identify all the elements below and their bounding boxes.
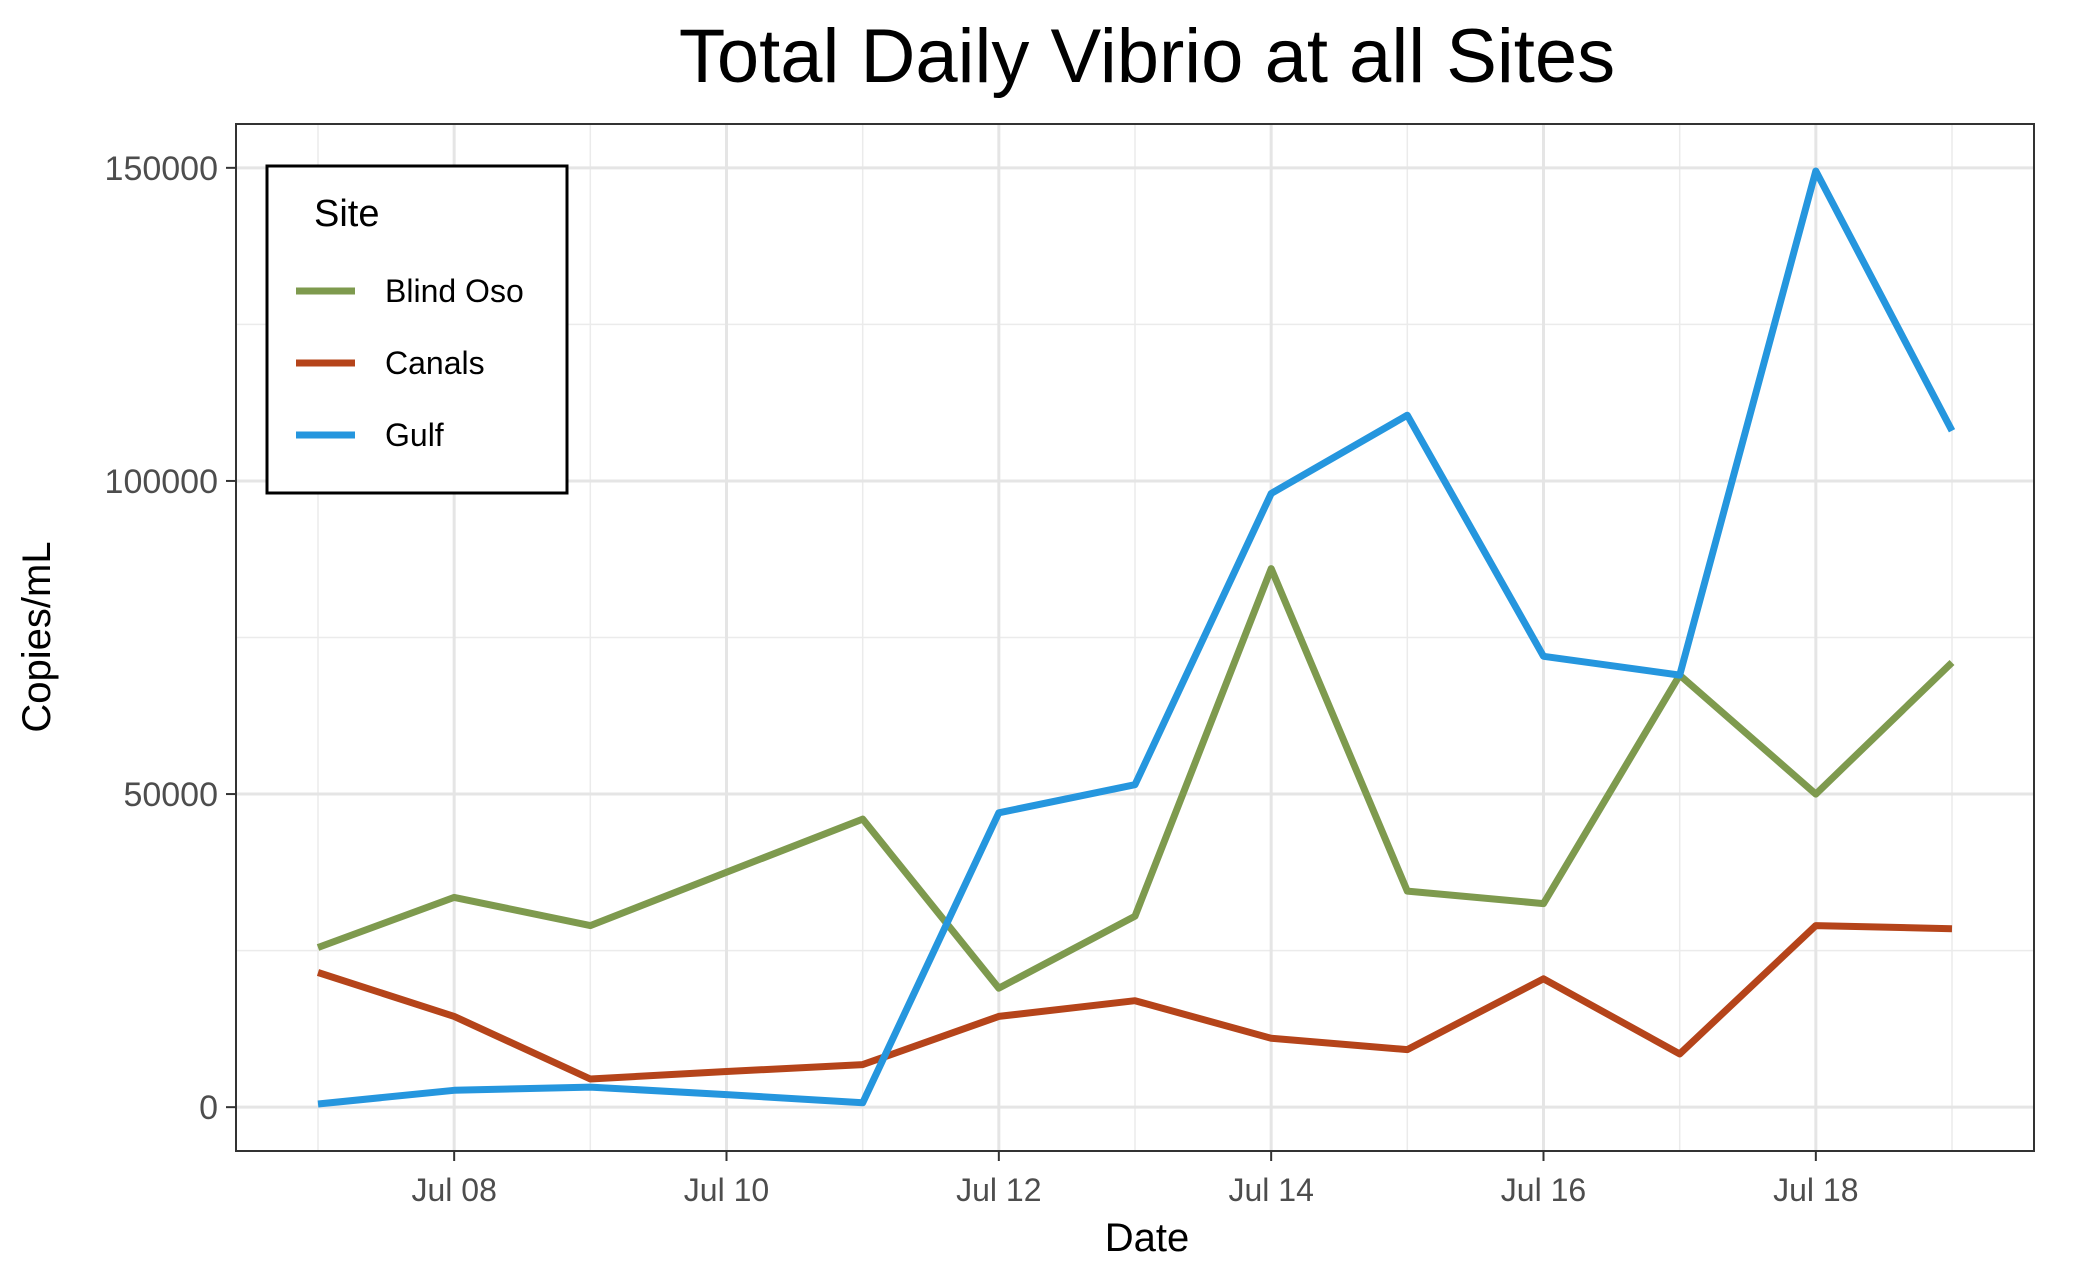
y-tick-label: 0 <box>199 1089 218 1127</box>
legend: Site Blind Oso Canals Gulf <box>265 164 569 495</box>
legend-label: Canals <box>385 345 485 381</box>
grid-lines <box>236 124 2034 1151</box>
x-tick-label: Jul 10 <box>684 1172 769 1208</box>
y-tick-label: 150000 <box>105 150 218 188</box>
plot-border <box>235 123 2035 1152</box>
series-line-gulf <box>317 167 1956 1108</box>
x-axis-label: Date <box>1105 1216 1190 1260</box>
legend-label: Gulf <box>385 417 444 453</box>
series-lines <box>316 167 1956 1108</box>
legend-title: Site <box>314 193 379 235</box>
x-tick-label: Jul 18 <box>1773 1172 1858 1208</box>
x-tick-label: Jul 14 <box>1228 1172 1313 1208</box>
x-tick-label: Jul 12 <box>956 1172 1041 1208</box>
y-tick-label: 50000 <box>123 776 218 814</box>
legend-items: Blind Oso Canals Gulf <box>296 273 524 453</box>
legend-label: Blind Oso <box>385 273 524 309</box>
x-tick-label: Jul 08 <box>411 1172 496 1208</box>
x-tick-label: Jul 16 <box>1501 1172 1586 1208</box>
x-axis-ticks: Jul 08 Jul 10 Jul 12 Jul 14 Jul 16 Jul 18 <box>411 1151 1859 1208</box>
series-line-canals <box>316 922 1953 1083</box>
y-axis-label: Copies/mL <box>15 541 59 732</box>
chart-title: Total Daily Vibrio at all Sites <box>679 14 1615 99</box>
y-tick-label: 100000 <box>105 463 218 501</box>
y-axis-ticks: 0 50000 100000 150000 <box>105 150 236 1127</box>
